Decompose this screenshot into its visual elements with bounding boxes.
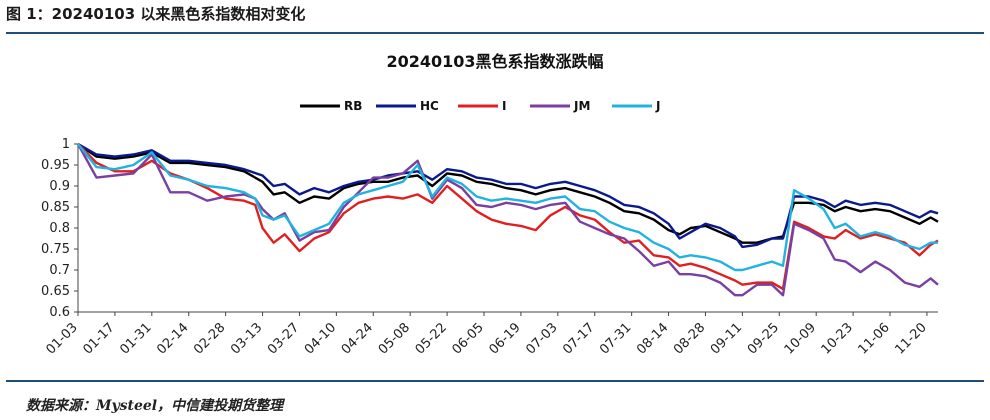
series-line-j: [77, 143, 938, 272]
x-tick-label: 04-24: [339, 320, 376, 357]
x-tick-label: 03-13: [228, 320, 265, 357]
x-tick-label: 06-05: [450, 320, 487, 357]
series-line-hc: [77, 142, 939, 249]
x-tick-label: 02-14: [154, 320, 191, 357]
chart-title: 20240103黑色系指数涨跌幅: [386, 52, 603, 71]
x-tick-label: 09-11: [708, 320, 745, 357]
y-tick-label: 0.65: [41, 284, 70, 299]
x-tick-label: 05-22: [413, 320, 450, 357]
y-tick-label: 0.6: [49, 305, 70, 320]
legend-label-hc: HC: [420, 99, 439, 113]
x-tick-label: 07-03: [523, 320, 560, 357]
x-tick-label: 07-17: [560, 320, 597, 357]
x-tick-label: 03-27: [265, 320, 302, 357]
x-tick-label: 08-14: [634, 320, 671, 357]
x-tick-label: 10-23: [819, 320, 856, 357]
x-tick-label: 05-08: [376, 320, 413, 357]
x-tick-label: 08-28: [671, 320, 708, 357]
x-tick-label: 04-10: [302, 320, 339, 357]
series-line-rb: [77, 143, 939, 244]
series-line-i: [77, 143, 939, 291]
x-tick-label: 01-03: [44, 320, 81, 357]
line-chart: 20240103黑色系指数涨跌幅 RB HC I JM J 1 0.95 0.9 0.85 0.…: [41, 52, 939, 358]
plot-area: [76, 142, 939, 297]
chart-legend: RB HC I JM J: [300, 99, 660, 113]
x-tick-label: 11-20: [892, 320, 929, 357]
y-tick-label: 0.85: [41, 200, 70, 215]
chart-axes: 10.950.90.850.80.750.70.650.601-03 01-17 0…: [41, 137, 938, 358]
x-tick-label: 06-19: [486, 320, 523, 357]
x-tick-label: 07-31: [597, 320, 634, 357]
y-tick-label: 0.95: [41, 158, 70, 173]
y-tick-label: 1: [62, 137, 70, 152]
y-tick-label: 0.75: [41, 242, 70, 257]
source-note: 数据来源：Mysteel，中信建投期货整理: [26, 398, 284, 414]
x-tick-label: 11-06: [856, 320, 893, 357]
x-tick-label: 01-31: [117, 320, 154, 357]
y-tick-label: 0.8: [49, 221, 70, 236]
legend-label-i: I: [502, 99, 506, 113]
legend-label-jm: JM: [573, 99, 590, 113]
top-divider: [6, 32, 984, 34]
legend-label-j: J: [655, 99, 660, 113]
x-tick-label: 01-17: [80, 320, 117, 357]
x-tick-label: 02-28: [191, 320, 228, 357]
y-tick-label: 0.7: [49, 263, 70, 278]
series-line-jm: [76, 143, 939, 297]
legend-label-rb: RB: [344, 99, 362, 113]
x-tick-label: 09-25: [745, 320, 782, 357]
figure-title: 图 1：20240103 以来黑色系指数相对变化: [6, 5, 306, 23]
x-tick-label: 10-09: [782, 320, 819, 357]
bottom-divider: [6, 380, 984, 382]
y-tick-label: 0.9: [49, 179, 70, 194]
